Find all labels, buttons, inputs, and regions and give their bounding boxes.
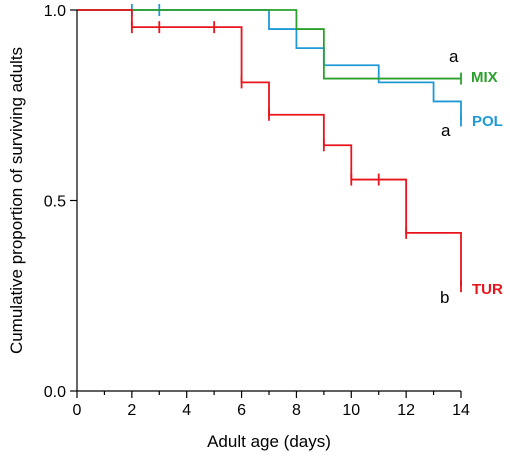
series-pol-significance-letter: a	[441, 121, 451, 140]
series-tur-label: TUR	[472, 281, 503, 298]
x-tick-label: 4	[182, 402, 191, 419]
y-axis-title: Cumulative proportion of surviving adult…	[7, 47, 26, 354]
y-tick-label: 1.0	[44, 3, 66, 20]
series-mix-significance-letter: a	[449, 47, 459, 66]
axes	[76, 10, 461, 392]
x-tick-label: 14	[452, 402, 470, 419]
y-tick-label: 0.0	[44, 384, 66, 401]
series-mix-label: MIX	[471, 69, 498, 86]
series-pol: POL a	[77, 4, 503, 140]
x-axis-title: Adult age (days)	[207, 432, 331, 451]
series-mix-line	[77, 9, 461, 80]
x-tick-label: 10	[342, 402, 360, 419]
x-tick-label: 8	[292, 402, 301, 419]
ticks: 0 2 4 6 8 10 12 14 0.0 0.5 1.0	[44, 3, 470, 419]
series-tur: TUR b	[77, 9, 503, 307]
series-tur-line	[77, 9, 462, 287]
series-mix: MIX a	[77, 9, 498, 86]
x-tick-label: 12	[397, 402, 415, 419]
x-tick-label: 6	[237, 402, 246, 419]
plot-area: POL a MIX a TUR b	[77, 4, 503, 307]
x-tick-label: 2	[127, 402, 136, 419]
series-tur-significance-letter: b	[440, 288, 449, 307]
series-pol-label: POL	[472, 113, 503, 130]
x-tick-label: 0	[73, 402, 82, 419]
y-tick-label: 0.5	[44, 194, 66, 211]
